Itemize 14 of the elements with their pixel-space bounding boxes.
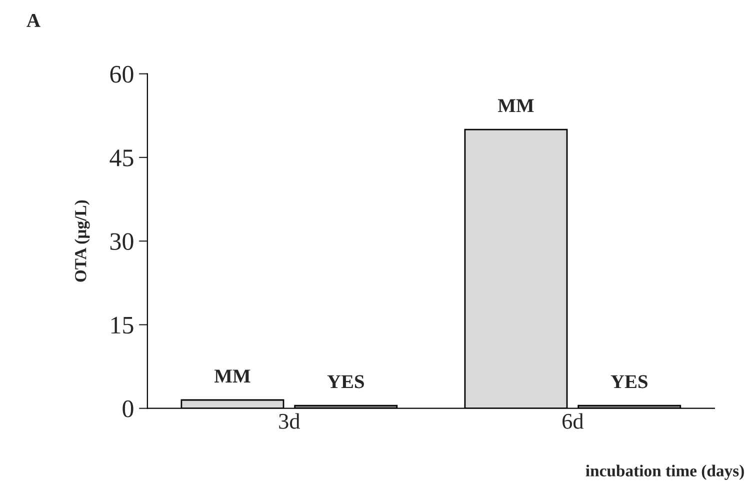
series-label: MM (214, 370, 250, 382)
y-tick-label: 30 (110, 233, 134, 250)
y-tick-label: 60 (110, 66, 134, 83)
text: MM (498, 99, 534, 112)
x-tick-label: 6d (562, 413, 584, 429)
x-axis-title: incubation time (days) (586, 464, 744, 480)
text: YES (610, 375, 648, 388)
x-tick-label: 3d (279, 413, 300, 429)
y-tick-label: 0 (122, 400, 134, 418)
y-tick-label: 45 (110, 150, 134, 166)
y-tick-label: 15 (111, 316, 134, 334)
y-axis-title: OTA (µg/L) (74, 200, 90, 282)
chart-title: A (26, 14, 40, 27)
series-label: YES (327, 375, 364, 388)
